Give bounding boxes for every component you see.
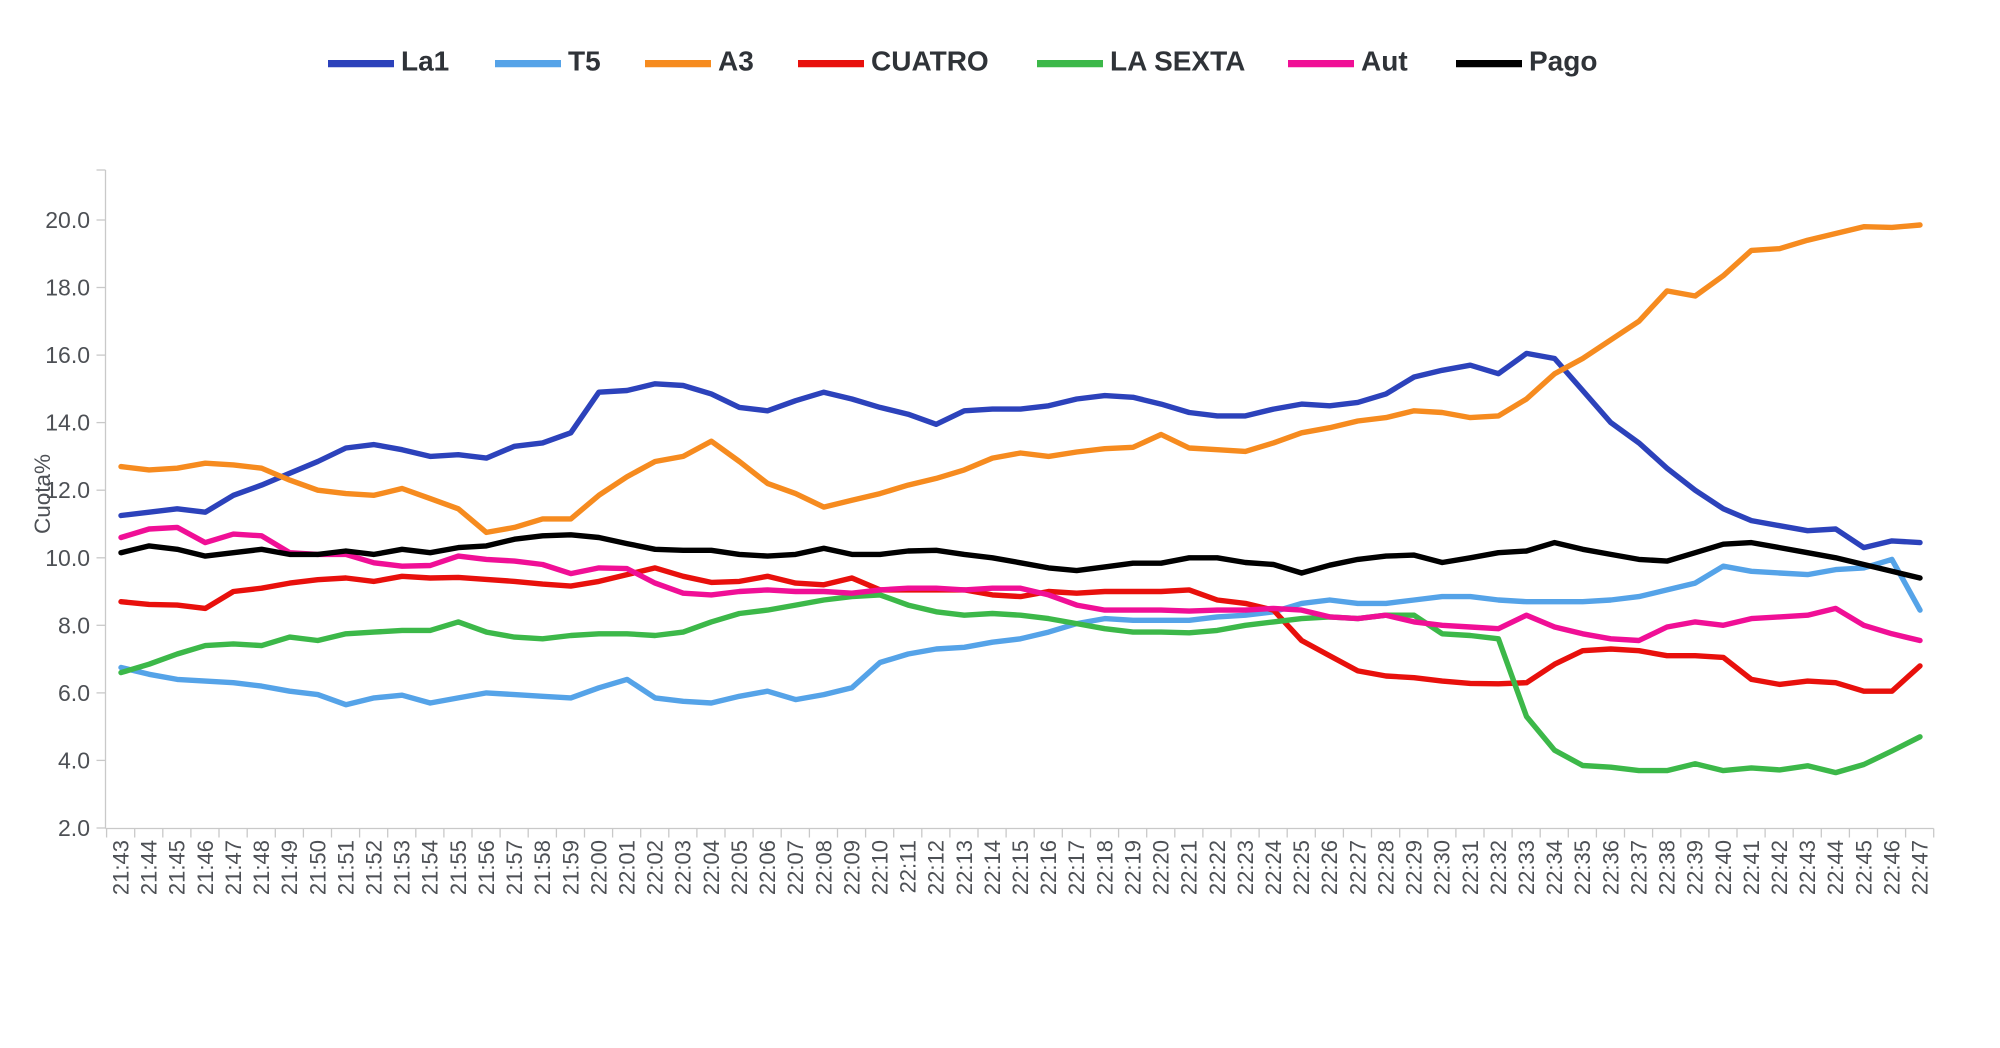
svg-text:21:46: 21:46 bbox=[193, 840, 218, 895]
svg-text:22:15: 22:15 bbox=[1008, 840, 1033, 895]
svg-text:21:54: 21:54 bbox=[418, 840, 443, 895]
svg-text:22:03: 22:03 bbox=[671, 840, 696, 895]
svg-text:22:18: 22:18 bbox=[1092, 840, 1117, 895]
svg-text:22:00: 22:00 bbox=[586, 840, 611, 895]
svg-text:22:28: 22:28 bbox=[1374, 840, 1399, 895]
svg-text:22:02: 22:02 bbox=[643, 840, 668, 895]
svg-text:22:34: 22:34 bbox=[1542, 840, 1567, 895]
svg-text:21:49: 21:49 bbox=[277, 840, 302, 895]
svg-text:22:05: 22:05 bbox=[727, 840, 752, 895]
svg-text:22:27: 22:27 bbox=[1345, 840, 1370, 895]
svg-text:22:37: 22:37 bbox=[1626, 840, 1651, 895]
svg-text:22:38: 22:38 bbox=[1655, 840, 1680, 895]
svg-text:22:07: 22:07 bbox=[783, 840, 808, 895]
svg-text:22:19: 22:19 bbox=[1121, 840, 1146, 895]
svg-text:22:39: 22:39 bbox=[1683, 840, 1708, 895]
svg-text:21:43: 21:43 bbox=[109, 840, 134, 895]
svg-text:22:17: 22:17 bbox=[1064, 840, 1089, 895]
svg-text:22:32: 22:32 bbox=[1486, 840, 1511, 895]
svg-text:4.0: 4.0 bbox=[58, 747, 90, 773]
svg-text:Pago: Pago bbox=[1529, 46, 1597, 77]
svg-text:22:33: 22:33 bbox=[1514, 840, 1539, 895]
svg-text:10.0: 10.0 bbox=[45, 545, 90, 571]
svg-text:21:53: 21:53 bbox=[390, 840, 415, 895]
svg-text:8.0: 8.0 bbox=[58, 612, 90, 638]
svg-text:21:48: 21:48 bbox=[249, 840, 274, 895]
svg-text:22:22: 22:22 bbox=[1205, 840, 1230, 895]
svg-text:22:21: 22:21 bbox=[1177, 840, 1202, 895]
svg-text:22:14: 22:14 bbox=[980, 840, 1005, 895]
svg-text:22:29: 22:29 bbox=[1402, 840, 1427, 895]
svg-text:21:58: 21:58 bbox=[530, 840, 555, 895]
svg-text:21:56: 21:56 bbox=[474, 840, 499, 895]
svg-text:22:40: 22:40 bbox=[1711, 840, 1736, 895]
svg-text:22:10: 22:10 bbox=[868, 840, 893, 895]
svg-text:21:52: 21:52 bbox=[362, 840, 387, 895]
svg-text:T5: T5 bbox=[568, 46, 601, 77]
svg-text:22:13: 22:13 bbox=[952, 840, 977, 895]
svg-text:22:23: 22:23 bbox=[1233, 840, 1258, 895]
svg-text:21:57: 21:57 bbox=[502, 840, 527, 895]
svg-text:2.0: 2.0 bbox=[58, 815, 90, 841]
svg-text:22:43: 22:43 bbox=[1795, 840, 1820, 895]
svg-text:21:50: 21:50 bbox=[305, 840, 330, 895]
svg-text:22:09: 22:09 bbox=[839, 840, 864, 895]
svg-text:Aut: Aut bbox=[1361, 46, 1408, 77]
svg-text:22:44: 22:44 bbox=[1823, 840, 1848, 895]
svg-text:A3: A3 bbox=[718, 46, 754, 77]
svg-text:22:41: 22:41 bbox=[1739, 840, 1764, 895]
svg-text:21:51: 21:51 bbox=[333, 840, 358, 895]
svg-text:22:08: 22:08 bbox=[811, 840, 836, 895]
svg-text:22:47: 22:47 bbox=[1908, 840, 1933, 895]
svg-text:22:16: 22:16 bbox=[1036, 840, 1061, 895]
svg-text:22:45: 22:45 bbox=[1851, 840, 1876, 895]
svg-text:22:46: 22:46 bbox=[1879, 840, 1904, 895]
svg-text:21:59: 21:59 bbox=[558, 840, 583, 895]
svg-text:La1: La1 bbox=[401, 46, 449, 77]
svg-text:22:01: 22:01 bbox=[615, 840, 640, 895]
svg-text:21:44: 21:44 bbox=[137, 840, 162, 895]
svg-text:22:24: 22:24 bbox=[1261, 840, 1286, 895]
svg-text:18.0: 18.0 bbox=[45, 275, 90, 301]
svg-text:22:31: 22:31 bbox=[1458, 840, 1483, 895]
svg-text:LA SEXTA: LA SEXTA bbox=[1110, 46, 1245, 77]
svg-text:22:04: 22:04 bbox=[699, 840, 724, 895]
svg-text:22:25: 22:25 bbox=[1289, 840, 1314, 895]
svg-text:22:42: 22:42 bbox=[1767, 840, 1792, 895]
svg-text:22:35: 22:35 bbox=[1570, 840, 1595, 895]
svg-text:14.0: 14.0 bbox=[45, 410, 90, 436]
svg-text:6.0: 6.0 bbox=[58, 680, 90, 706]
svg-text:12.0: 12.0 bbox=[45, 477, 90, 503]
svg-text:Cuota%: Cuota% bbox=[30, 454, 55, 534]
svg-text:16.0: 16.0 bbox=[45, 342, 90, 368]
svg-text:22:26: 22:26 bbox=[1317, 840, 1342, 895]
svg-text:22:20: 22:20 bbox=[1149, 840, 1174, 895]
svg-text:21:55: 21:55 bbox=[446, 840, 471, 895]
svg-text:22:30: 22:30 bbox=[1430, 840, 1455, 895]
svg-text:22:12: 22:12 bbox=[924, 840, 949, 895]
svg-text:21:45: 21:45 bbox=[165, 840, 190, 895]
svg-text:CUATRO: CUATRO bbox=[871, 46, 989, 77]
svg-text:20.0: 20.0 bbox=[45, 207, 90, 233]
svg-text:21:47: 21:47 bbox=[221, 840, 246, 895]
svg-text:22:11: 22:11 bbox=[896, 840, 921, 893]
svg-text:22:06: 22:06 bbox=[755, 840, 780, 895]
svg-text:22:36: 22:36 bbox=[1598, 840, 1623, 895]
